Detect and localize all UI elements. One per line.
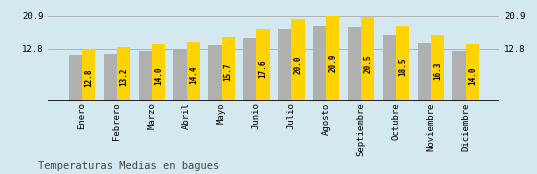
Bar [278,29,291,101]
Bar [152,44,165,101]
Text: 14.0: 14.0 [154,66,163,85]
Bar [117,47,130,101]
Text: 18.5: 18.5 [398,58,407,76]
Bar [222,37,235,101]
Text: 17.6: 17.6 [258,59,267,78]
Bar [361,17,374,101]
Bar [187,42,200,101]
Text: 20.0: 20.0 [293,55,302,74]
Bar [348,27,361,101]
Text: 13.2: 13.2 [119,68,128,86]
Bar [139,51,152,101]
Bar [466,44,479,101]
Text: 14.4: 14.4 [189,65,198,84]
Bar [313,26,326,101]
Bar [173,49,187,101]
Text: 14.0: 14.0 [468,66,477,85]
Bar [69,55,82,101]
Bar [383,35,396,101]
Bar [104,54,117,101]
Bar [326,16,339,101]
Bar [291,19,304,101]
Bar [208,45,222,101]
Text: 20.5: 20.5 [363,54,372,73]
Text: 16.3: 16.3 [433,62,442,80]
Bar [452,51,466,101]
Bar [82,49,96,101]
Bar [243,38,257,101]
Text: Temperaturas Medias en bagues: Temperaturas Medias en bagues [38,161,219,171]
Bar [431,35,444,101]
Bar [257,29,270,101]
Text: 12.8: 12.8 [84,68,93,87]
Text: 15.7: 15.7 [224,63,233,81]
Text: 20.9: 20.9 [328,53,337,72]
Bar [396,26,409,101]
Bar [418,42,431,101]
